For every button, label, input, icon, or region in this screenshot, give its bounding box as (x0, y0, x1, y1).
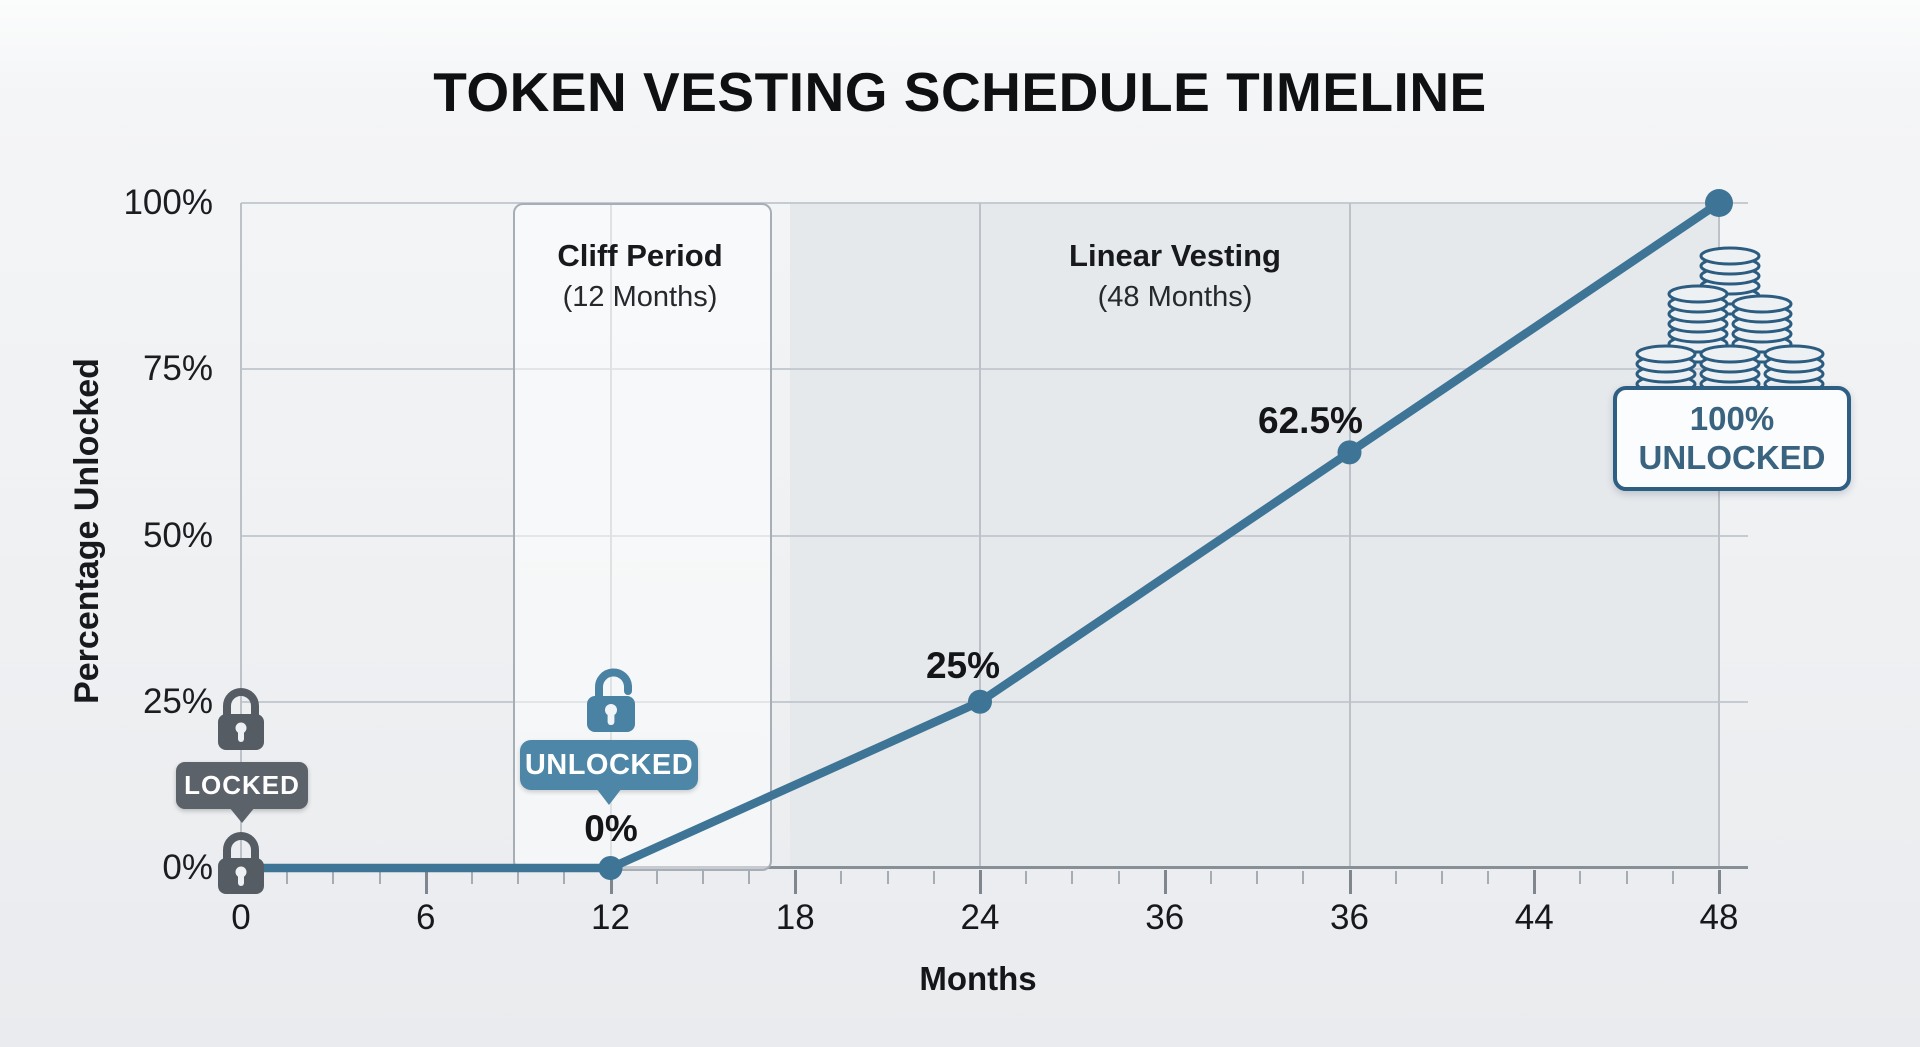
coin (1667, 284, 1729, 304)
major-tick (794, 870, 798, 894)
linear-vesting-subtitle: (48 Months) (1097, 281, 1253, 313)
minor-tick (286, 871, 289, 884)
coin-stacks-icon (1635, 246, 1825, 394)
minor-tick (1394, 871, 1397, 884)
point-label-month-36: 62.5% (1258, 400, 1363, 441)
major-tick (424, 870, 428, 894)
minor-tick (1671, 871, 1674, 884)
major-tick (1718, 870, 1721, 894)
y-tick-label-75%: 75% (142, 349, 213, 389)
minor-tick (1071, 871, 1074, 884)
minor-tick (1625, 871, 1628, 884)
gridline-25% (241, 700, 1748, 703)
y-tick-label-0%: 0% (162, 848, 213, 887)
gridline-50% (241, 534, 1748, 537)
unlocked-badge: UNLOCKED (520, 740, 698, 790)
minor-tick (748, 871, 751, 884)
y-tick-label-25%: 25% (142, 681, 213, 721)
point-label-month-12: 0% (584, 808, 638, 849)
minor-tick (563, 871, 566, 884)
data-point-month-48 (1705, 189, 1733, 217)
gridline-month-24 (979, 203, 981, 868)
minor-tick (840, 871, 843, 884)
minor-tick (470, 871, 473, 884)
data-point-month-24 (968, 689, 992, 714)
chart-title: TOKEN VESTING SCHEDULE TIMELINE (433, 61, 1487, 123)
x-tick-label-0: 0 (231, 898, 251, 937)
minor-tick (1117, 871, 1120, 884)
fully-unlocked-percent: 100% (1689, 400, 1775, 438)
unlocked-badge-pointer (596, 788, 622, 805)
minor-tick (932, 871, 935, 884)
x-tick-label-7: 44 (1514, 898, 1554, 937)
cliff-period-title: Cliff Period (557, 238, 723, 273)
data-point-month-12 (598, 856, 623, 880)
gridline-month-36 (1348, 203, 1351, 868)
minor-tick (1579, 871, 1582, 884)
open-lock-icon (587, 668, 635, 732)
data-points (598, 189, 1733, 880)
closed-lock-icon (218, 832, 264, 894)
locked-badge: LOCKED (176, 762, 308, 809)
x-tick-label-1: 6 (416, 898, 436, 937)
x-tick-label-5: 36 (1145, 898, 1185, 937)
minor-tick (1302, 871, 1305, 884)
minor-tick (655, 871, 658, 884)
linear-vesting-annotation: Linear Vesting (48 Months) (1040, 238, 1310, 314)
fully-unlocked-label: UNLOCKED (1638, 438, 1826, 476)
major-tick (979, 870, 982, 894)
y-tick-label-100%: 100% (123, 183, 213, 222)
fully-unlocked-badge: 100% UNLOCKED (1613, 386, 1851, 491)
x-axis-line (235, 866, 1748, 869)
cliff-period-subtitle: (12 Months) (562, 281, 718, 313)
coin (1699, 246, 1761, 266)
gridline-month-48 (1718, 203, 1720, 868)
vesting-line (236, 198, 1724, 873)
point-label-month-24: 25% (925, 645, 1001, 686)
minor-tick (886, 871, 889, 884)
major-tick (609, 870, 613, 894)
x-tick-label-4: 24 (960, 898, 1000, 937)
minor-tick (1256, 871, 1259, 884)
minor-tick (1440, 871, 1443, 884)
locked-badge-pointer (229, 807, 255, 823)
major-tick (1533, 870, 1537, 894)
major-tick (1348, 870, 1352, 894)
minor-tick (1487, 871, 1490, 884)
x-tick-label-3: 18 (775, 898, 815, 937)
gridline-month-0 (240, 203, 242, 868)
x-tick-label-2: 12 (591, 898, 630, 937)
x-axis-title: Months (919, 960, 1037, 997)
coin (1731, 294, 1793, 314)
cliff-period-annotation: Cliff Period (12 Months) (505, 238, 775, 314)
coin (1763, 344, 1825, 364)
gridline-100% (241, 202, 1748, 204)
coin (1699, 344, 1761, 364)
x-tick-label-6: 36 (1330, 898, 1369, 937)
x-tick-label-8: 48 (1699, 898, 1739, 937)
minor-tick (1025, 871, 1028, 884)
minor-tick (517, 871, 520, 884)
minor-tick (701, 871, 704, 884)
y-tick-label-50%: 50% (142, 515, 213, 555)
gridline-75% (241, 368, 1748, 371)
minor-tick (378, 871, 381, 884)
major-tick (1163, 870, 1167, 894)
linear-vesting-title: Linear Vesting (1069, 238, 1281, 273)
minor-tick (1209, 871, 1212, 884)
minor-tick (332, 871, 335, 884)
data-point-month-36 (1337, 440, 1362, 465)
coin (1635, 344, 1697, 364)
closed-lock-icon (218, 688, 264, 750)
